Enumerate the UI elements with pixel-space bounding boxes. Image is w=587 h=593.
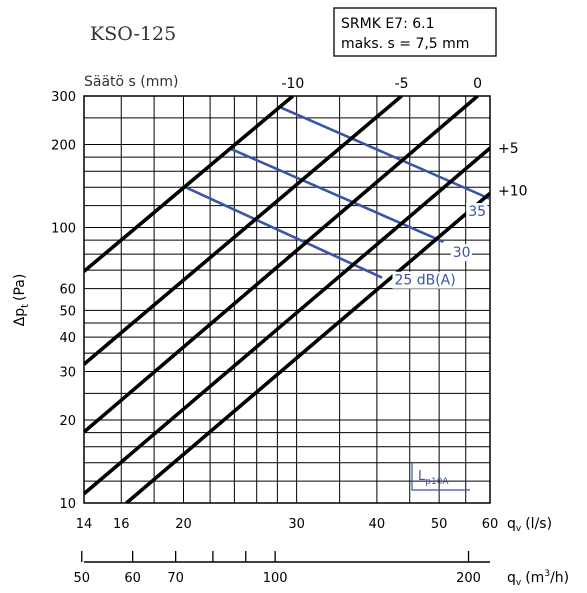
x2-axis-label-sub: v bbox=[516, 578, 522, 588]
setting-line bbox=[84, 96, 295, 273]
y-tick-label: 30 bbox=[59, 366, 76, 381]
setting-line bbox=[84, 96, 479, 434]
y-axis-label-main: Δp bbox=[12, 308, 28, 327]
x-tick-label: 16 bbox=[113, 517, 130, 532]
y-tick-label: 10 bbox=[59, 497, 76, 512]
top-axis-label: Säätö s (mm) bbox=[84, 74, 179, 90]
noise-label-bg bbox=[466, 203, 488, 221]
x-axis-label: qv (l/s) bbox=[507, 516, 552, 534]
y-tick-label: 300 bbox=[51, 90, 76, 105]
noise-label-bg bbox=[450, 244, 472, 262]
noise-line bbox=[182, 185, 383, 279]
x-tick-label: 14 bbox=[76, 517, 93, 532]
noise-label: 25 dB(A) bbox=[394, 273, 455, 289]
info-line-2: maks. s = 7,5 mm bbox=[341, 36, 469, 52]
y-tick-label: 40 bbox=[59, 331, 76, 346]
x2-axis-label-unit: (m bbox=[525, 570, 544, 586]
m3h-tick-label: 70 bbox=[167, 571, 184, 586]
y-tick-label: 200 bbox=[51, 139, 76, 154]
series-layer bbox=[84, 96, 490, 503]
info-line-1: SRMK E7: 6.1 bbox=[341, 16, 435, 32]
setting-label: -5 bbox=[395, 76, 409, 92]
noise-line bbox=[230, 148, 444, 243]
setting-label: -10 bbox=[281, 76, 304, 92]
series-group bbox=[84, 96, 490, 503]
info-box bbox=[333, 7, 497, 57]
setting-line bbox=[84, 96, 403, 366]
y-tick-label: 60 bbox=[59, 283, 76, 298]
chart-title: KSO-125 bbox=[90, 23, 176, 45]
y-axis-label-sub: t bbox=[20, 304, 31, 308]
tick-layer: -10 -5 0 +5 +10 35 30 25 dB(A) 10 20 30 40 50 60 100 20… bbox=[51, 76, 527, 586]
y-axis-label-unit: (Pa) bbox=[12, 274, 28, 301]
m3h-tick-label: 200 bbox=[456, 571, 481, 586]
noise-label: 35 bbox=[468, 204, 486, 220]
noise-label-bg bbox=[392, 271, 466, 289]
y-tick-label: 50 bbox=[59, 304, 76, 319]
y-tick-label: 20 bbox=[59, 414, 76, 429]
x-tick-label: 60 bbox=[482, 517, 499, 532]
setting-label: +5 bbox=[498, 141, 519, 157]
x-axis-label-sub: v bbox=[516, 524, 522, 534]
y-tick-label: 100 bbox=[51, 221, 76, 236]
noise-symbol: Lp10A bbox=[418, 469, 449, 487]
setting-label: +10 bbox=[498, 183, 528, 199]
y-axis-label: Δpt (Pa) bbox=[12, 274, 31, 327]
noise-symbol-frame bbox=[411, 463, 470, 491]
x-tick-label: 20 bbox=[175, 517, 192, 532]
setting-line bbox=[84, 146, 490, 496]
m3h-tick-label: 60 bbox=[124, 571, 141, 586]
x-axis-label-main: q bbox=[507, 516, 516, 532]
noise-symbol-main: L bbox=[418, 469, 426, 484]
x2-axis-label: qv (m3/h) bbox=[507, 569, 569, 588]
setting-line bbox=[125, 192, 490, 503]
noise-symbol-sub: p10A bbox=[425, 477, 449, 487]
noise-line bbox=[281, 106, 490, 201]
m3h-tick-label: 100 bbox=[263, 571, 288, 586]
noise-label: 30 bbox=[453, 245, 471, 261]
plot-frame bbox=[83, 95, 491, 504]
x-tick-label: 30 bbox=[288, 517, 305, 532]
m3h-tick-label: 50 bbox=[74, 571, 91, 586]
x-axis-label-unit: (l/s) bbox=[525, 516, 552, 532]
x2-axis-label-main: q bbox=[507, 570, 516, 586]
x-tick-label: 40 bbox=[369, 517, 386, 532]
x2-axis-label-tail: /h) bbox=[550, 570, 569, 586]
x2-axis-label-sup: 3 bbox=[544, 569, 550, 579]
x-tick-label: 50 bbox=[431, 517, 448, 532]
setting-label: 0 bbox=[473, 76, 482, 92]
